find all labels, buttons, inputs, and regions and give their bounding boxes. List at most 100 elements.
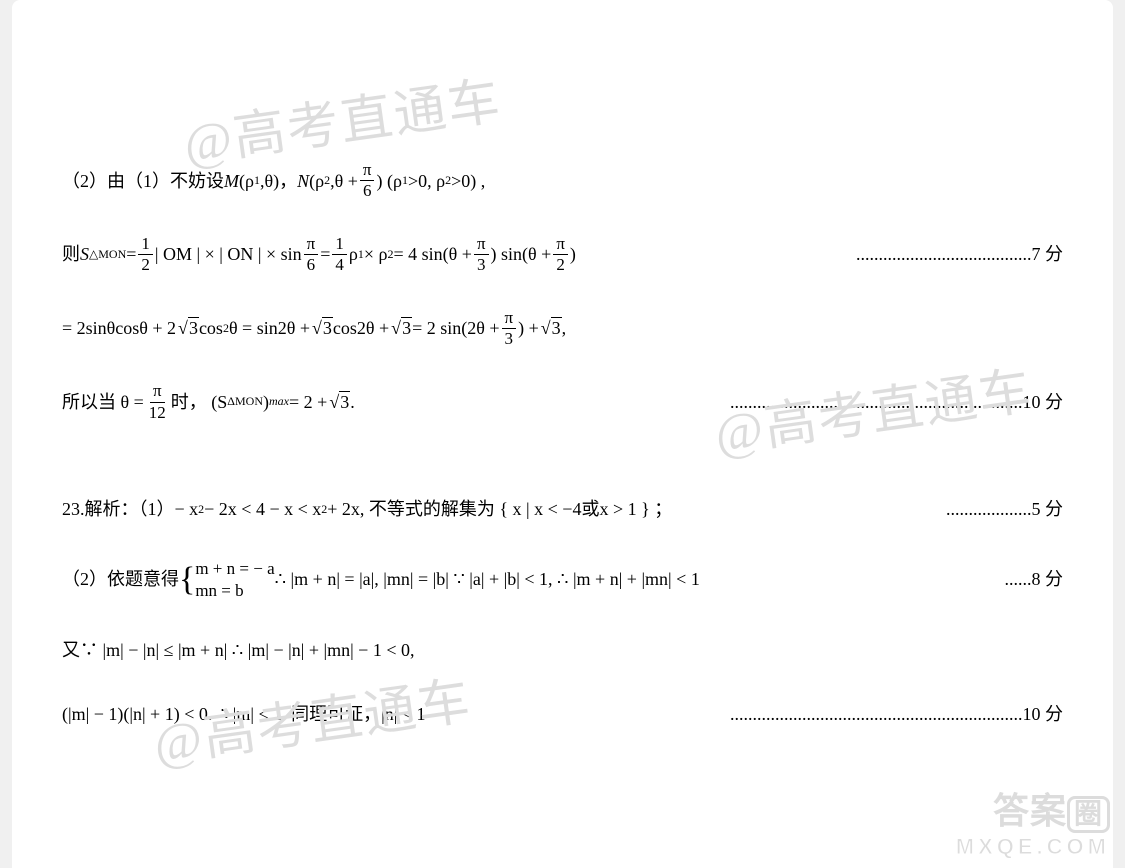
score-10b: 10 分 (1023, 698, 1064, 730)
text: cos (199, 312, 223, 344)
var-S: S (80, 238, 89, 270)
text: (ρ (239, 165, 254, 197)
text: = 2sinθcosθ + 2 (62, 312, 176, 344)
corner-watermark: 答案圈 MXQE.COM (956, 782, 1110, 860)
text: = (320, 238, 330, 270)
text: ) + (518, 312, 539, 344)
numerator: 1 (138, 234, 153, 255)
denominator: 6 (360, 181, 375, 201)
sqrt3: 3 (539, 312, 562, 344)
dots: ................... (672, 493, 1031, 525)
var-M: M (224, 165, 239, 197)
denominator: 3 (474, 255, 489, 275)
text: >0) , (451, 165, 485, 197)
sqrt3: 3 (327, 386, 350, 418)
text: (|m| − 1)(|n| + 1) < 0. ∴ |m| < 1. 同理可证，… (62, 698, 426, 730)
sys-eq1: m + n = − a (195, 558, 274, 580)
radicand: 3 (339, 391, 350, 412)
dots: ........................................… (355, 386, 1023, 418)
brace-content: m + n = − a mn = b (195, 558, 274, 602)
text: = 4 sin(θ + (394, 238, 472, 270)
numerator: π (150, 381, 165, 402)
radicand: 3 (322, 317, 333, 338)
denominator: 4 (332, 255, 347, 275)
denominator: 6 (304, 255, 319, 275)
content-area: @高考直通车 @高考直通车 @高考直通车 （2）由（1）不妨设 M (ρ 1 ,… (62, 40, 1063, 730)
text: = 2 sin(2θ + (412, 312, 499, 344)
score-10: 10 分 (1023, 386, 1064, 418)
text: ρ (349, 238, 358, 270)
sys-eq2: mn = b (195, 580, 274, 602)
text: + 2x, 不等式的解集为 { x | x < −4或x > 1 } ； (327, 493, 672, 525)
sub-max: max (269, 391, 289, 413)
denominator: 2 (138, 255, 153, 275)
score-8: 8 分 (1032, 563, 1064, 595)
text: = (126, 238, 136, 270)
radicand: 3 (551, 317, 562, 338)
numerator: π (360, 160, 375, 181)
text: × ρ (364, 238, 388, 270)
brace-left-icon: { (179, 568, 195, 592)
p22-line1: （2）由（1）不妨设 M (ρ 1 ,θ)， N (ρ 2 ,θ + π 6 )… (62, 160, 1063, 202)
text: − 2x < 4 − x < x (204, 493, 321, 525)
p22-line3: = 2sinθcosθ + 2 3 cos 2 θ = sin2θ + 3 co… (62, 308, 1063, 350)
text: 时， (S (171, 386, 228, 418)
text: 则 (62, 238, 80, 270)
p22-line2: 则 S △MON = 1 2 | OM | × | ON | × sin π 6… (62, 234, 1063, 276)
p23-line1: 23.解析：（1）− x 2 − 2x < 4 − x < x 2 + 2x, … (62, 493, 1063, 525)
text: 又∵ |m| − |n| ≤ |m + n| ∴ |m| − |n| + |mn… (62, 634, 415, 666)
p23-line4: (|m| − 1)(|n| + 1) < 0. ∴ |m| < 1. 同理可证，… (62, 698, 1063, 730)
sqrt3: 3 (389, 312, 412, 344)
frac-pi3b: π 3 (502, 308, 517, 350)
document-page: @高考直通车 @高考直通车 @高考直通车 （2）由（1）不妨设 M (ρ 1 ,… (12, 0, 1113, 868)
dots: ........................................… (426, 698, 1023, 730)
p23-line2: （2）依题意得 { m + n = − a mn = b ∴ |m + n| =… (62, 558, 1063, 602)
sqrt3: 3 (310, 312, 333, 344)
radicand: 3 (188, 317, 199, 338)
corner-url: MXQE.COM (956, 834, 1110, 860)
frac-pi12: π 12 (146, 381, 169, 423)
dots: ....................................... (576, 238, 1032, 270)
var-N: N (297, 165, 309, 197)
corner-badge: 圈 (1067, 796, 1110, 833)
sqrt3: 3 (176, 312, 199, 344)
text: θ = sin2θ + (229, 312, 310, 344)
text: ,θ)， (260, 165, 297, 197)
frac-pi2: π 2 (553, 234, 568, 276)
frac-half: 1 2 (138, 234, 153, 276)
numerator: 1 (332, 234, 347, 255)
dots: ...... (700, 563, 1032, 595)
numerator: π (502, 308, 517, 329)
corner-text: 答案 (993, 790, 1067, 831)
text: （2）由（1）不妨设 (62, 165, 224, 197)
text: >0, ρ (408, 165, 445, 197)
numerator: π (474, 234, 489, 255)
radicand: 3 (401, 317, 412, 338)
numerator: π (304, 234, 319, 255)
frac-pi3: π 3 (474, 234, 489, 276)
text: ∴ |m + n| = |a|, |mn| = |b| ∵ |a| + |b| … (275, 563, 700, 595)
text: 所以当 θ = (62, 386, 144, 418)
p22-line4: 所以当 θ = π 12 时， (S ΔMON ) max = 2 + 3 . … (62, 381, 1063, 423)
sub: ΔMON (227, 391, 263, 413)
brace-system: { m + n = − a mn = b (179, 558, 275, 602)
text: | OM | × | ON | × sin (155, 238, 302, 270)
text: ) (ρ (376, 165, 401, 197)
corner-line1: 答案圈 (956, 782, 1110, 834)
text: = 2 + (289, 386, 327, 418)
denominator: 12 (146, 403, 169, 423)
p23-line3: 又∵ |m| − |n| ≤ |m + n| ∴ |m| − |n| + |mn… (62, 634, 1063, 666)
text: ,θ + (330, 165, 358, 197)
frac-pi6b: π 6 (304, 234, 319, 276)
denominator: 2 (553, 255, 568, 275)
text: （2）依题意得 (62, 563, 179, 595)
score-5: 5 分 (1032, 493, 1064, 525)
numerator: π (553, 234, 568, 255)
text: , (562, 312, 567, 344)
frac-pi6: π 6 (360, 160, 375, 202)
sub: △MON (89, 244, 126, 266)
text: ) sin(θ + (491, 238, 552, 270)
score-7: 7 分 (1032, 238, 1064, 270)
denominator: 3 (502, 329, 517, 349)
text: (ρ (309, 165, 324, 197)
